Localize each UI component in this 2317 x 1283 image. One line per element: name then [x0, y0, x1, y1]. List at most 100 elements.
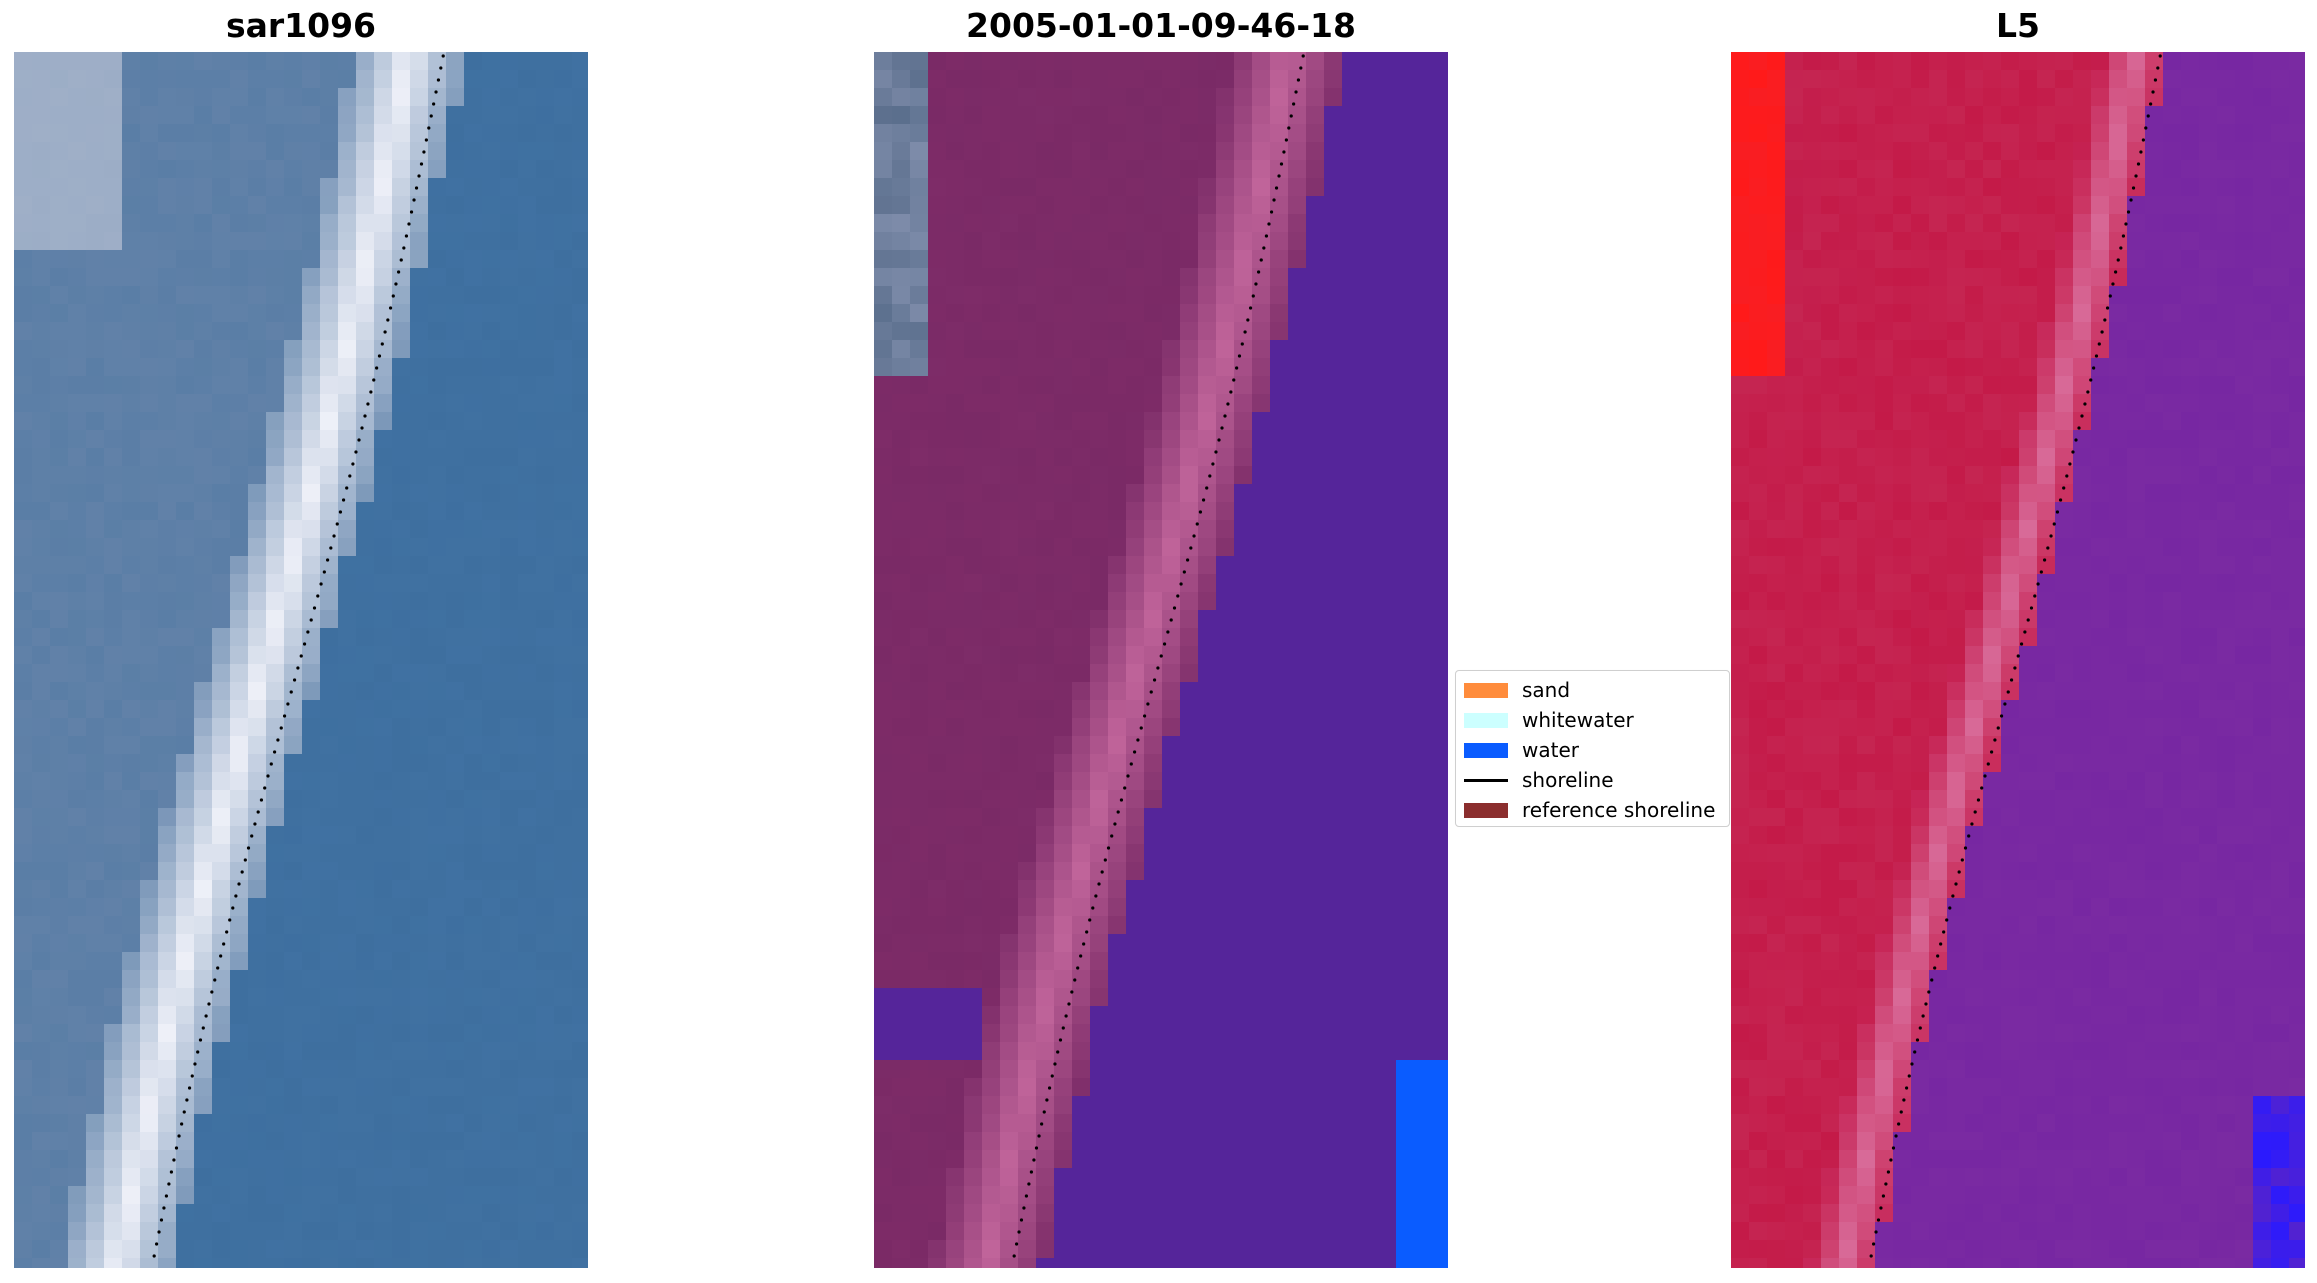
pixel — [320, 718, 339, 737]
pixel — [32, 214, 51, 233]
pixel — [194, 484, 213, 503]
pixel — [374, 196, 393, 215]
pixel — [1108, 412, 1127, 431]
pixel — [266, 808, 285, 827]
pixel — [104, 988, 123, 1007]
pixel — [1324, 124, 1343, 143]
pixel — [122, 970, 141, 989]
pixel — [1162, 736, 1181, 755]
pixel — [464, 394, 483, 413]
pixel — [1288, 448, 1307, 467]
pixel — [892, 520, 911, 539]
pixel — [572, 1114, 588, 1133]
pixel — [194, 1042, 213, 1061]
pixel — [1396, 916, 1415, 935]
pixel — [68, 934, 87, 953]
pixel — [874, 250, 893, 269]
pixel — [1252, 592, 1271, 611]
pixel — [374, 142, 393, 161]
pixel — [1731, 106, 1750, 125]
pixel — [1414, 394, 1433, 413]
pixel — [1234, 88, 1253, 107]
pixel — [1342, 592, 1361, 611]
pixel — [1018, 970, 1037, 989]
pixel — [892, 736, 911, 755]
pixel — [32, 484, 51, 503]
pixel — [964, 1222, 983, 1241]
pixel — [446, 448, 465, 467]
pixel — [194, 718, 213, 737]
pixel — [464, 1060, 483, 1079]
pixel — [158, 142, 177, 161]
pixel — [982, 970, 1001, 989]
shoreline-point — [369, 390, 373, 394]
pixel — [230, 988, 249, 1007]
pixel — [302, 1114, 321, 1133]
pixel — [1198, 1150, 1217, 1169]
shoreline-point — [388, 306, 393, 310]
pixel — [50, 1042, 69, 1061]
pixel — [248, 196, 267, 215]
pixel — [14, 1078, 33, 1097]
pixel — [1342, 358, 1361, 377]
pixel — [14, 466, 33, 485]
pixel — [1342, 232, 1361, 251]
pixel — [212, 1186, 231, 1205]
pixel — [928, 592, 947, 611]
pixel — [892, 952, 911, 971]
pixel — [68, 826, 87, 845]
pixel — [1378, 502, 1397, 521]
pixel — [892, 1078, 911, 1097]
pixel — [1396, 214, 1415, 233]
pixel — [982, 826, 1001, 845]
pixel — [1000, 718, 1019, 737]
shoreline-point — [422, 150, 426, 154]
pixel — [482, 736, 501, 755]
pixel — [1342, 430, 1361, 449]
shoreline-point — [228, 918, 232, 922]
pixel — [1054, 664, 1073, 683]
pixel — [32, 88, 51, 107]
pixel — [1000, 772, 1019, 791]
pixel — [32, 592, 51, 611]
pixel — [1180, 394, 1199, 413]
pixel — [982, 862, 1001, 881]
pixel — [1000, 754, 1019, 773]
pixel — [2235, 52, 2254, 71]
pixel — [1432, 610, 1448, 629]
pixel — [392, 1132, 411, 1151]
pixel — [14, 610, 33, 629]
pixel — [1432, 808, 1448, 827]
pixel — [302, 232, 321, 251]
pixel — [302, 430, 321, 449]
pixel — [1875, 52, 1894, 71]
pixel — [1216, 196, 1235, 215]
pixel — [14, 52, 33, 71]
pixel — [1126, 178, 1145, 197]
pixel — [982, 412, 1001, 431]
pixel — [892, 700, 911, 719]
pixel — [500, 610, 519, 629]
pixel — [1090, 844, 1109, 863]
pixel — [446, 286, 465, 305]
pixel — [302, 250, 321, 269]
pixel — [1126, 556, 1145, 575]
pixel — [446, 394, 465, 413]
pixel — [122, 772, 141, 791]
pixel — [2145, 232, 2164, 251]
pixel — [1306, 520, 1325, 539]
pixel — [140, 556, 159, 575]
pixel — [392, 934, 411, 953]
pixel — [32, 574, 51, 593]
shoreline-point — [414, 186, 419, 190]
pixel — [1180, 718, 1199, 737]
pixel — [428, 358, 447, 377]
pixel — [212, 880, 231, 899]
pixel — [1018, 520, 1037, 539]
pixel — [928, 1258, 947, 1268]
pixel — [230, 700, 249, 719]
pixel — [536, 1078, 555, 1097]
pixel — [446, 340, 465, 359]
pixel — [1432, 700, 1448, 719]
pixel — [1036, 736, 1055, 755]
